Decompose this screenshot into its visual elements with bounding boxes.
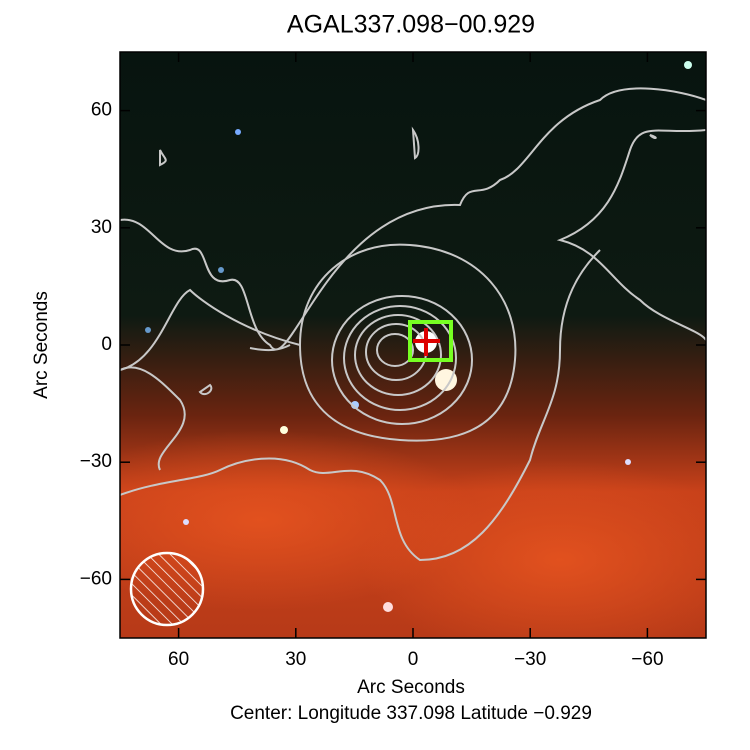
x-tick-label: −60 xyxy=(631,649,663,670)
contours xyxy=(120,87,706,562)
y-tick-label: −60 xyxy=(80,568,112,589)
subtitle: Center: Longitude 337.098 Latitude −0.92… xyxy=(230,703,592,724)
peak-marker xyxy=(413,328,440,356)
x-tick-label: 30 xyxy=(285,649,306,670)
chart-title: AGAL337.098−00.929 xyxy=(287,11,535,39)
x-tick-label: 60 xyxy=(168,649,189,670)
y-tick-label: −30 xyxy=(80,451,112,472)
image xyxy=(120,52,706,638)
x-tick-label: −30 xyxy=(514,649,546,670)
y-tick-label: 60 xyxy=(91,100,112,121)
beam xyxy=(129,551,205,627)
x-axis-label: Arc Seconds xyxy=(357,677,465,698)
y-tick-label: 30 xyxy=(91,217,112,238)
y-tick-label: 0 xyxy=(101,334,112,355)
y-axis-label: Arc Seconds xyxy=(31,291,52,399)
x-tick-label: 0 xyxy=(408,649,419,670)
source-box xyxy=(408,320,453,362)
